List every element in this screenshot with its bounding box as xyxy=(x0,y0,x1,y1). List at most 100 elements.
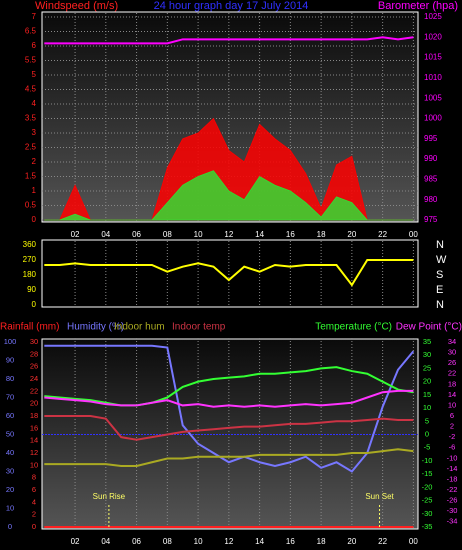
y-tick-label: 360 xyxy=(23,240,37,249)
y-tick-label: 12 xyxy=(30,448,38,457)
y-tick-label: 6 xyxy=(32,41,37,50)
y-tick-label: -30 xyxy=(447,506,458,515)
y-tick-label: 0 xyxy=(32,300,37,309)
y-tick-label: 995 xyxy=(424,134,438,143)
x-tick-label: 08 xyxy=(163,230,172,239)
y-tick-label: 22 xyxy=(448,369,456,378)
y-tick-label: -10 xyxy=(422,456,433,465)
y-tick-label: 980 xyxy=(424,195,438,204)
y-tick-label: 4 xyxy=(32,99,37,108)
y-tick-label: -26 xyxy=(447,496,458,505)
x-tick-label: 08 xyxy=(163,537,172,546)
y-tick-label: 975 xyxy=(424,215,438,224)
y-tick-label: 22 xyxy=(30,386,38,395)
y-tick-label: 2 xyxy=(32,510,36,519)
y-tick-label: 100 xyxy=(4,337,17,346)
y-tick-label: 30 xyxy=(30,337,38,346)
y-tick-label: 26 xyxy=(30,362,38,371)
legend-label: Rainfall (mm) xyxy=(0,322,59,333)
annotation-label: Sun Rise xyxy=(93,492,126,501)
y-tick-label: 80 xyxy=(6,374,14,383)
x-tick-label: 00 xyxy=(409,230,418,239)
y-tick-label: S xyxy=(436,269,443,281)
y-tick-label: 20 xyxy=(423,377,431,386)
y-tick-label: 28 xyxy=(30,349,38,358)
line xyxy=(44,259,414,287)
y-tick-label: 1 xyxy=(32,186,37,195)
y-tick-label: 1020 xyxy=(424,32,442,41)
y-tick-label: -10 xyxy=(447,453,458,462)
x-tick-label: 20 xyxy=(347,537,356,546)
y-tick-label: 25 xyxy=(423,363,431,372)
y-tick-label: 34 xyxy=(448,337,456,346)
y-tick-label: -22 xyxy=(447,485,458,494)
y-tick-label: -15 xyxy=(422,469,433,478)
y-tick-label: 0 xyxy=(8,522,12,531)
x-tick-label: 22 xyxy=(378,230,387,239)
area xyxy=(44,170,414,221)
x-tick-label: 18 xyxy=(317,230,326,239)
y-tick-label: N xyxy=(436,239,444,251)
legend-label: Indoor hum xyxy=(114,322,165,333)
x-tick-label: 04 xyxy=(101,230,110,239)
y-tick-label: 90 xyxy=(6,355,14,364)
y-tick-label: 2 xyxy=(32,157,37,166)
line xyxy=(44,448,414,467)
y-tick-label: 4.5 xyxy=(25,85,37,94)
y-tick-label: 20 xyxy=(30,399,38,408)
y-tick-label: 990 xyxy=(424,154,438,163)
x-tick-label: 14 xyxy=(255,537,264,546)
y-tick-label: 16 xyxy=(30,423,38,432)
y-tick-label: -14 xyxy=(447,464,458,473)
y-tick-label: 30 xyxy=(423,350,431,359)
y-axis-label: Windspeed (m/s) xyxy=(35,0,118,12)
y-tick-label: -25 xyxy=(422,496,433,505)
y-tick-label: 5 xyxy=(32,70,37,79)
y-tick-label: 7 xyxy=(32,12,37,21)
y-tick-label: 10 xyxy=(423,403,431,412)
x-tick-label: 04 xyxy=(101,537,110,546)
y-tick-label: 4 xyxy=(32,497,36,506)
y-tick-label: 24 xyxy=(30,374,38,383)
y-tick-label: 1.5 xyxy=(25,172,37,181)
y-tick-label: 18 xyxy=(30,411,38,420)
y-tick-label: 10 xyxy=(6,503,14,512)
x-tick-label: 14 xyxy=(255,230,264,239)
y-tick-label: 30 xyxy=(6,466,14,475)
y-tick-label: 985 xyxy=(424,175,438,184)
line xyxy=(44,389,414,408)
y-tick-label: 1005 xyxy=(424,93,442,102)
y-tick-label: -34 xyxy=(447,517,458,526)
y-tick-label: 0 xyxy=(425,429,429,438)
y-tick-label: N xyxy=(436,299,444,311)
y-tick-label: 0 xyxy=(32,215,37,224)
legend-label: Humidity (%) xyxy=(67,322,124,333)
x-tick-label: 00 xyxy=(409,537,418,546)
y-tick-label: 5.5 xyxy=(25,56,37,65)
x-tick-label: 18 xyxy=(317,537,326,546)
x-tick-label: 06 xyxy=(132,537,141,546)
y-tick-label: 14 xyxy=(448,390,456,399)
y-tick-label: 18 xyxy=(448,379,456,388)
y-tick-label: 35 xyxy=(423,337,431,346)
y-tick-label: -2 xyxy=(449,432,456,441)
y-tick-label: -18 xyxy=(447,474,458,483)
y-tick-label: 0.5 xyxy=(25,201,37,210)
y-tick-label: 5 xyxy=(425,416,429,425)
line xyxy=(44,366,414,407)
y-tick-label: W xyxy=(436,254,447,266)
y-tick-label: 6 xyxy=(32,485,36,494)
y-tick-label: 6 xyxy=(450,411,454,420)
x-tick-label: 20 xyxy=(347,230,356,239)
y-tick-label: 180 xyxy=(23,270,37,279)
y-tick-label: 90 xyxy=(27,285,36,294)
x-tick-label: 22 xyxy=(378,537,387,546)
y-tick-label: -30 xyxy=(422,509,433,518)
y-tick-label: 30 xyxy=(448,348,456,357)
y-tick-label: 1010 xyxy=(424,73,442,82)
y-tick-label: 1015 xyxy=(424,53,442,62)
y-tick-label: 1000 xyxy=(424,114,442,123)
x-tick-label: 10 xyxy=(194,230,203,239)
line xyxy=(44,415,414,441)
y-tick-label: 3.5 xyxy=(25,114,37,123)
